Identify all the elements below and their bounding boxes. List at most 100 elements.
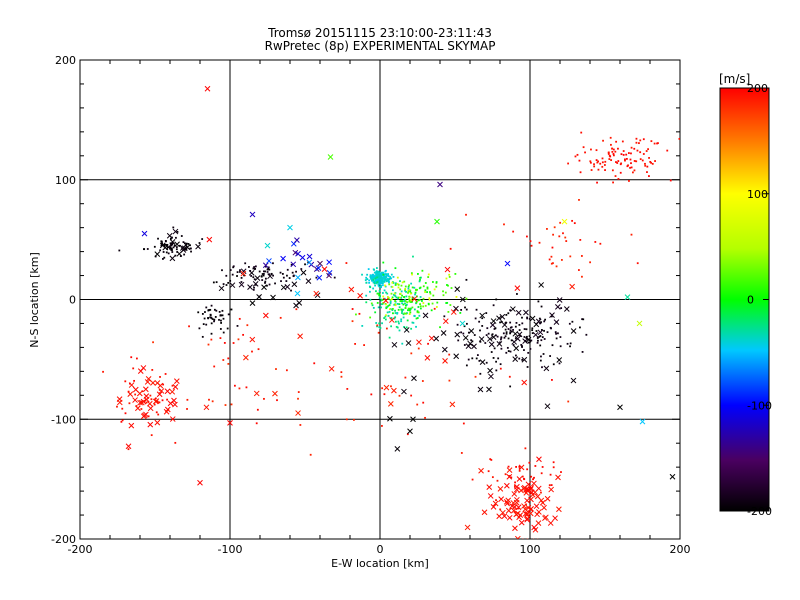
data-point-dot	[514, 481, 516, 484]
data-point-dot	[218, 310, 221, 313]
data-point-cross	[141, 230, 148, 237]
data-point-dot	[304, 263, 306, 266]
data-point-cross	[295, 410, 301, 416]
data-point-dot	[609, 136, 612, 139]
data-point-dot	[266, 268, 269, 271]
data-point-cross	[150, 379, 156, 386]
data-point-dot	[507, 337, 510, 340]
data-point-dot	[421, 380, 424, 382]
data-point-dot	[552, 262, 554, 265]
data-point-dot	[389, 276, 392, 278]
data-point-dot	[238, 387, 241, 390]
data-point-dot	[388, 304, 391, 306]
data-point-dot	[525, 503, 527, 506]
data-point-dot	[393, 317, 396, 320]
data-point-dot	[376, 302, 379, 304]
data-point-dot	[382, 295, 385, 298]
data-point-dot	[396, 326, 399, 329]
data-points	[102, 85, 680, 547]
data-point-dot	[377, 306, 380, 309]
data-point-dot	[527, 351, 530, 354]
data-point-dot	[388, 283, 391, 286]
data-point-dot	[409, 290, 412, 293]
data-point-dot	[612, 148, 615, 151]
data-point-dot	[398, 296, 401, 299]
data-point-dot	[499, 367, 502, 370]
data-point-dot	[162, 258, 164, 260]
data-point-cross	[478, 467, 484, 474]
data-point-dot	[264, 282, 266, 284]
data-point-cross	[204, 85, 211, 92]
data-point-dot	[396, 312, 399, 315]
data-point-cross	[504, 482, 510, 489]
data-point-cross	[453, 353, 460, 360]
data-point-dot	[403, 326, 405, 328]
data-point-cross	[544, 403, 551, 410]
data-point-dot	[295, 270, 297, 273]
data-point-dot	[120, 420, 123, 423]
data-point-dot	[370, 278, 373, 280]
data-point-dot	[389, 299, 392, 301]
data-point-dot	[505, 313, 508, 316]
data-point-dot	[151, 369, 154, 371]
data-point-cross	[514, 542, 519, 547]
data-point-dot	[213, 318, 216, 321]
data-point-dot	[433, 307, 436, 310]
data-point-dot	[430, 309, 433, 312]
data-point-dot	[401, 281, 404, 284]
data-point-dot	[527, 341, 530, 344]
data-point-dot	[387, 296, 389, 298]
data-point-dot	[569, 255, 572, 258]
data-point-cross	[306, 259, 313, 266]
data-point-dot	[222, 317, 225, 320]
data-point-dot	[222, 331, 225, 334]
data-point-dot	[485, 334, 488, 337]
data-point-dot	[213, 320, 215, 323]
data-point-dot	[392, 293, 395, 296]
data-point-dot	[400, 290, 403, 293]
data-point-dot	[617, 160, 620, 162]
data-point-dot	[209, 314, 212, 316]
data-point-cross	[411, 375, 417, 382]
data-point-dot	[550, 315, 553, 318]
data-point-cross	[147, 405, 154, 412]
data-point-dot	[422, 401, 425, 404]
data-point-dot	[169, 246, 172, 249]
data-point-dot	[404, 376, 407, 379]
data-point-dot	[250, 275, 253, 277]
data-point-dot	[558, 235, 561, 238]
data-point-dot	[616, 162, 619, 164]
data-point-dot	[411, 286, 414, 289]
data-point-dot	[354, 343, 357, 345]
data-point-dot	[521, 346, 523, 348]
data-point-dot	[448, 276, 451, 278]
data-point-dot	[179, 255, 182, 258]
data-point-dot	[215, 281, 218, 284]
colorbar-tick-label: 0	[747, 294, 754, 307]
data-point-dot	[128, 402, 131, 405]
data-point-dot	[521, 358, 524, 361]
data-point-dot	[540, 355, 542, 358]
data-point-dot	[635, 137, 638, 140]
data-point-dot	[396, 302, 399, 305]
data-point-cross	[197, 479, 203, 486]
data-point-dot	[467, 331, 470, 334]
data-point-dot	[175, 246, 178, 248]
data-point-dot	[499, 341, 501, 344]
data-point-dot	[415, 289, 418, 292]
data-point-cross	[240, 268, 247, 275]
data-point-cross	[509, 503, 515, 510]
data-point-cross	[264, 242, 271, 249]
data-point-cross	[280, 255, 286, 262]
data-point-dot	[610, 159, 613, 162]
chart-title: Tromsø 20151115 23:10:00-23:11:43	[268, 26, 492, 40]
data-point-dot	[476, 354, 479, 356]
data-point-dot	[172, 246, 175, 249]
data-point-dot	[448, 353, 451, 356]
data-point-dot	[288, 277, 291, 279]
data-point-dot	[161, 243, 163, 245]
data-point-dot	[129, 382, 131, 385]
data-point-cross	[169, 388, 176, 395]
data-point-cross	[441, 346, 448, 353]
data-point-dot	[552, 233, 555, 236]
